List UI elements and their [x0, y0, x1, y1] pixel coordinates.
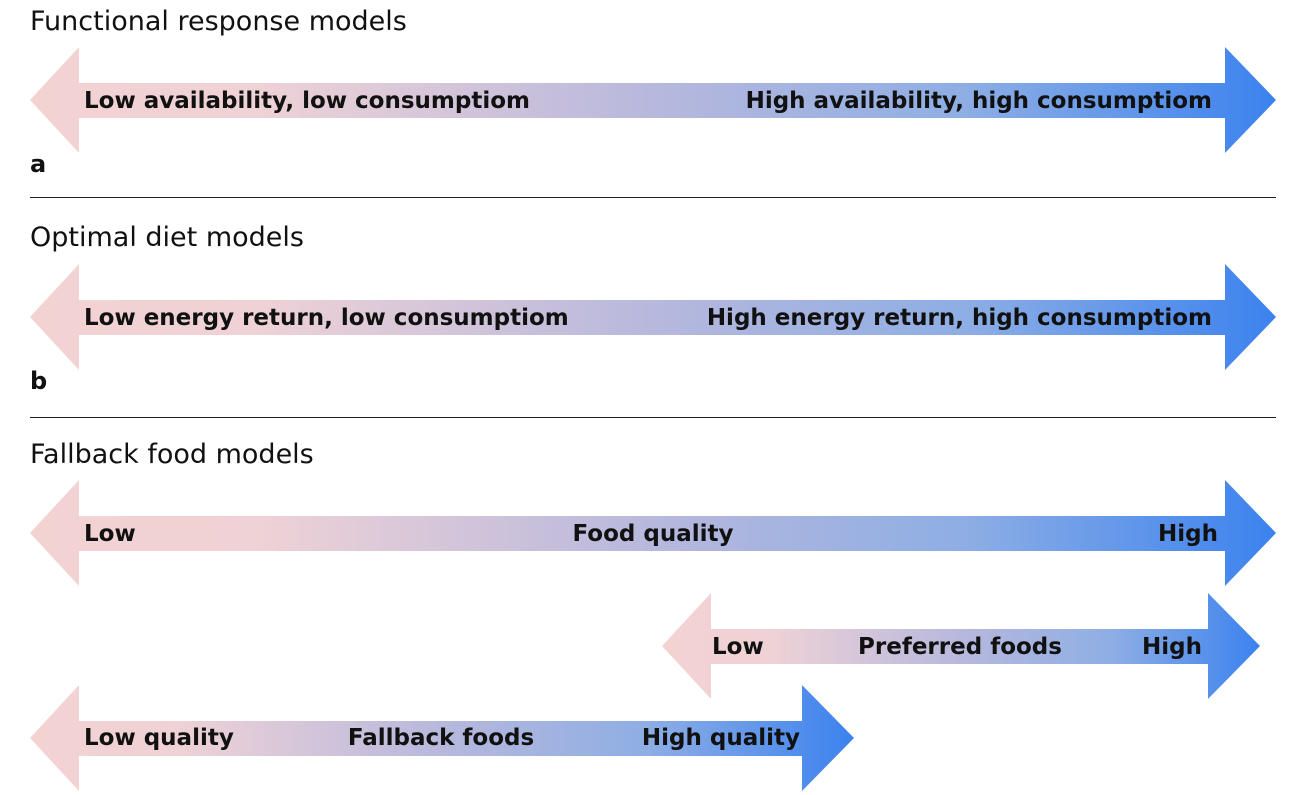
arrow-label-center: Food quality [572, 521, 734, 547]
section-title-functional-response: Functional response models [30, 6, 407, 37]
arrow-label-low: Low [84, 521, 136, 547]
arrow-label-low: Low availability, low consumptiom [84, 88, 530, 114]
arrow-label-high: High [1158, 521, 1218, 547]
double-arrow-fallback-foods [30, 685, 854, 791]
arrow-label-low: Low energy return, low consumptiom [84, 305, 569, 331]
arrow-label-high: High [1142, 634, 1202, 660]
double-arrow-food-quality [30, 480, 1276, 586]
section-title-optimal-diet: Optimal diet models [30, 222, 304, 253]
section-title-fallback-food: Fallback food models [30, 439, 314, 470]
panel-letter-b: b [30, 367, 48, 395]
double-arrow-availability [30, 47, 1276, 153]
arrow-label-center: Fallback foods [347, 725, 535, 751]
arrow-label-low: Low quality [84, 725, 234, 751]
double-arrow-preferred-foods [662, 593, 1260, 699]
section-divider [30, 417, 1276, 418]
section-divider [30, 197, 1276, 198]
arrow-label-high: High quality [641, 725, 800, 751]
arrow-label-center: Preferred foods [858, 634, 1062, 660]
arrow-label-high: High energy return, high consumptiom [706, 305, 1212, 331]
arrow-label-high: High availability, high consumptiom [745, 88, 1212, 114]
double-arrow-energy-return [30, 264, 1276, 370]
arrow-label-low: Low [712, 634, 764, 660]
panel-letter-a: a [30, 150, 47, 178]
